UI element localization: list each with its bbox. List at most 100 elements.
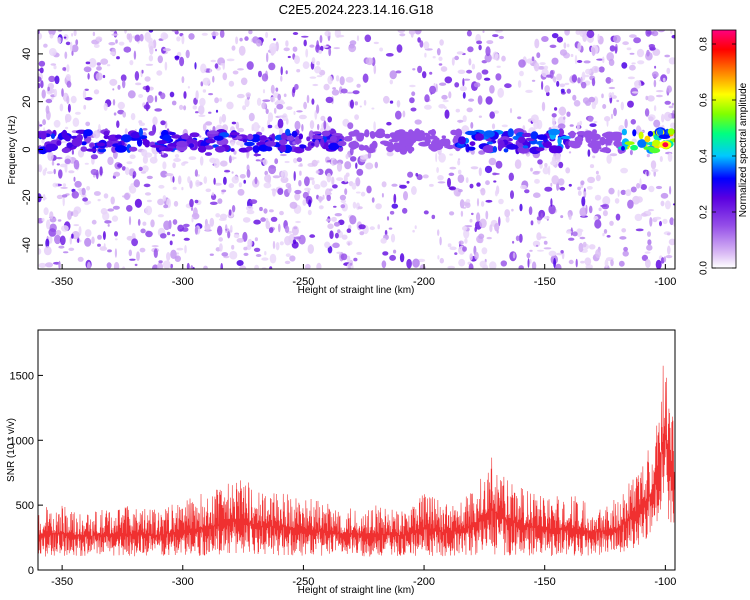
noise-speck xyxy=(58,260,61,269)
noise-speck xyxy=(84,229,92,238)
noise-speck xyxy=(270,216,278,222)
noise-speck xyxy=(393,193,397,204)
noise-speck xyxy=(129,60,134,66)
noise-speck xyxy=(666,67,671,75)
noise-speck xyxy=(582,241,587,248)
noise-speck xyxy=(480,201,485,207)
noise-speck xyxy=(346,91,355,94)
signal-blob xyxy=(244,141,255,147)
noise-speck xyxy=(52,182,59,188)
noise-speck xyxy=(267,112,274,122)
noise-speck xyxy=(51,160,55,166)
noise-speck xyxy=(553,257,556,268)
noise-speck xyxy=(81,187,86,196)
noise-speck xyxy=(72,117,80,128)
spectrogram-signal-band xyxy=(38,127,675,155)
noise-speck xyxy=(594,194,602,201)
noise-speck xyxy=(151,245,159,248)
noise-speck xyxy=(567,212,571,218)
noise-speck xyxy=(323,120,327,130)
noise-speck xyxy=(96,62,101,66)
noise-speck xyxy=(120,74,127,82)
y-tick-label: 1500 xyxy=(10,370,34,382)
noise-speck xyxy=(238,182,243,188)
noise-speck xyxy=(231,156,237,160)
noise-speck xyxy=(454,82,460,88)
noise-speck xyxy=(670,30,673,35)
noise-speck xyxy=(124,128,128,135)
signal-blob xyxy=(306,136,311,142)
spectrogram-x-ticks: -350 -300 -250 -200 -150 -100 xyxy=(51,264,676,288)
noise-speck xyxy=(71,191,80,199)
noise-speck xyxy=(651,30,659,37)
noise-speck xyxy=(183,237,190,241)
noise-speck xyxy=(158,260,163,264)
noise-speck xyxy=(176,36,181,42)
noise-speck xyxy=(176,247,184,251)
noise-speck xyxy=(145,230,153,238)
noise-speck xyxy=(38,60,46,67)
noise-speck xyxy=(117,163,123,168)
noise-speck xyxy=(406,180,410,184)
noise-speck xyxy=(532,240,541,247)
noise-speck xyxy=(181,76,185,84)
noise-speck xyxy=(231,171,234,174)
signal-blob xyxy=(337,140,347,147)
noise-speck xyxy=(68,247,75,251)
noise-speck xyxy=(90,168,98,176)
noise-speck xyxy=(457,69,466,75)
noise-speck xyxy=(53,65,57,70)
signal-blob xyxy=(557,128,565,136)
noise-speck xyxy=(343,174,348,183)
signal-blob xyxy=(162,134,172,142)
signal-blob xyxy=(106,140,113,148)
noise-speck xyxy=(646,153,650,158)
signal-blob xyxy=(548,128,560,136)
y-tick-label: -40 xyxy=(21,237,33,253)
noise-speck xyxy=(102,74,106,79)
noise-speck xyxy=(587,149,591,157)
noise-speck xyxy=(373,121,376,131)
noise-speck xyxy=(60,186,68,189)
noise-speck xyxy=(437,175,444,181)
noise-speck xyxy=(317,168,324,175)
noise-speck xyxy=(70,211,74,217)
noise-speck xyxy=(660,192,669,199)
noise-speck xyxy=(449,153,453,156)
noise-speck xyxy=(183,223,190,228)
noise-speck xyxy=(136,251,140,261)
noise-speck xyxy=(350,99,354,109)
noise-speck xyxy=(194,62,197,70)
noise-speck xyxy=(100,208,108,215)
noise-speck xyxy=(526,58,534,64)
noise-speck xyxy=(390,233,396,243)
signal-blob xyxy=(213,135,224,141)
noise-speck xyxy=(242,217,251,223)
noise-speck xyxy=(233,150,237,155)
noise-speck xyxy=(576,60,583,63)
noise-speck xyxy=(73,224,80,227)
noise-speck xyxy=(322,194,325,200)
noise-speck xyxy=(177,175,182,185)
noise-speck xyxy=(140,171,146,174)
noise-speck xyxy=(53,168,56,175)
noise-speck xyxy=(412,68,416,71)
noise-speck xyxy=(152,116,158,126)
noise-speck xyxy=(311,98,315,105)
noise-speck xyxy=(331,89,340,96)
noise-speck xyxy=(365,162,374,170)
noise-speck xyxy=(308,199,312,208)
noise-speck xyxy=(646,49,650,57)
noise-speck xyxy=(194,169,198,177)
noise-speck xyxy=(537,159,543,165)
noise-speck xyxy=(588,244,596,250)
signal-blob xyxy=(81,141,87,146)
noise-speck xyxy=(389,100,394,104)
noise-speck xyxy=(631,91,639,94)
noise-speck xyxy=(221,113,227,123)
noise-speck xyxy=(112,205,120,210)
noise-speck xyxy=(46,219,51,230)
noise-speck xyxy=(466,30,472,37)
noise-speck xyxy=(648,209,655,212)
